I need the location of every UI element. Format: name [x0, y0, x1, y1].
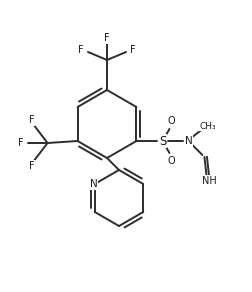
Text: S: S — [158, 135, 166, 147]
Text: F: F — [130, 45, 135, 55]
Text: F: F — [18, 138, 23, 148]
Text: N: N — [184, 136, 192, 146]
Text: F: F — [78, 45, 83, 55]
Text: N: N — [89, 179, 97, 189]
Text: F: F — [104, 33, 109, 43]
Text: O: O — [167, 116, 175, 126]
Text: NH: NH — [201, 176, 216, 186]
Text: CH₃: CH₃ — [198, 121, 215, 131]
Text: O: O — [167, 156, 175, 166]
Text: F: F — [29, 161, 34, 171]
Text: F: F — [29, 115, 34, 125]
